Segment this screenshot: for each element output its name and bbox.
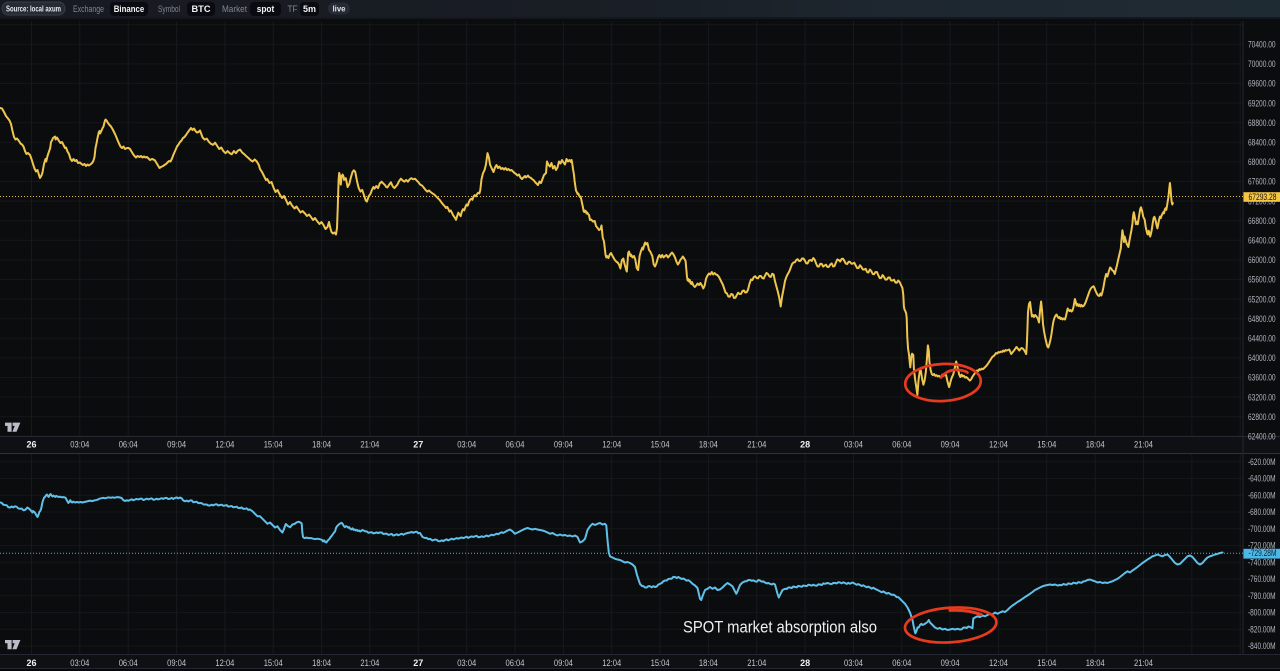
svg-text:15:04: 15:04: [651, 658, 670, 668]
svg-text:15:04: 15:04: [651, 439, 670, 449]
svg-text:63200.00: 63200.00: [1248, 392, 1276, 402]
svg-text:27: 27: [413, 439, 423, 449]
svg-text:12:04: 12:04: [989, 439, 1008, 449]
svg-text:70400.00: 70400.00: [1248, 40, 1276, 50]
svg-text:12:04: 12:04: [215, 658, 234, 668]
svg-text:21:04: 21:04: [360, 658, 379, 668]
svg-text:09:04: 09:04: [167, 439, 186, 449]
svg-text:18:04: 18:04: [699, 658, 718, 668]
svg-text:03:04: 03:04: [70, 658, 89, 668]
svg-text:06:04: 06:04: [119, 658, 138, 668]
svg-text:live: live: [333, 4, 347, 13]
svg-text:-820.00M: -820.00M: [1248, 625, 1276, 635]
svg-text:66400.00: 66400.00: [1248, 236, 1276, 246]
svg-text:68000.00: 68000.00: [1248, 157, 1276, 167]
svg-text:15:04: 15:04: [264, 439, 283, 449]
svg-text:09:04: 09:04: [941, 439, 960, 449]
svg-text:03:04: 03:04: [457, 658, 476, 668]
svg-text:70000.00: 70000.00: [1248, 59, 1276, 69]
svg-text:15:04: 15:04: [1037, 439, 1056, 449]
svg-text:21:04: 21:04: [747, 439, 766, 449]
svg-text:26: 26: [26, 658, 36, 668]
svg-text:28: 28: [800, 439, 810, 449]
svg-text:65600.00: 65600.00: [1248, 275, 1276, 285]
svg-text:Exchange: Exchange: [73, 4, 104, 14]
svg-text:Market: Market: [222, 4, 247, 14]
svg-text:68800.00: 68800.00: [1248, 118, 1276, 128]
svg-text:69200.00: 69200.00: [1248, 98, 1276, 108]
svg-text:12:04: 12:04: [602, 439, 621, 449]
svg-text:-620.00M: -620.00M: [1248, 457, 1276, 467]
svg-text:-729.28M: -729.28M: [1249, 548, 1277, 558]
svg-text:5m: 5m: [303, 4, 316, 15]
svg-text:06:04: 06:04: [892, 658, 911, 668]
svg-text:-700.00M: -700.00M: [1248, 524, 1276, 534]
svg-text:06:04: 06:04: [892, 439, 911, 449]
svg-text:18:04: 18:04: [1086, 658, 1105, 668]
svg-text:-800.00M: -800.00M: [1248, 608, 1276, 618]
svg-text:12:04: 12:04: [215, 439, 234, 449]
svg-text:69600.00: 69600.00: [1248, 79, 1276, 89]
svg-text:27: 27: [413, 658, 423, 668]
svg-text:09:04: 09:04: [554, 439, 573, 449]
svg-text:06:04: 06:04: [506, 439, 525, 449]
svg-text:-780.00M: -780.00M: [1248, 591, 1276, 601]
svg-text:-720.00M: -720.00M: [1248, 541, 1276, 551]
svg-text:21:04: 21:04: [1134, 439, 1153, 449]
svg-text:03:04: 03:04: [844, 658, 863, 668]
svg-text:18:04: 18:04: [312, 658, 331, 668]
svg-text:SPOT market absorption also: SPOT market absorption also: [683, 618, 877, 637]
svg-text:03:04: 03:04: [457, 439, 476, 449]
svg-text:09:04: 09:04: [167, 658, 186, 668]
svg-text:68400.00: 68400.00: [1248, 138, 1276, 148]
svg-text:-840.00M: -840.00M: [1248, 641, 1276, 651]
svg-text:03:04: 03:04: [70, 439, 89, 449]
svg-text:18:04: 18:04: [1086, 439, 1105, 449]
svg-text:09:04: 09:04: [941, 658, 960, 668]
svg-text:26: 26: [26, 439, 36, 449]
svg-text:66800.00: 66800.00: [1248, 216, 1276, 226]
svg-text:21:04: 21:04: [1134, 658, 1153, 668]
svg-text:18:04: 18:04: [312, 439, 331, 449]
svg-text:66000.00: 66000.00: [1248, 255, 1276, 265]
svg-text:BTC: BTC: [192, 4, 211, 15]
svg-text:-760.00M: -760.00M: [1248, 574, 1276, 584]
svg-text:06:04: 06:04: [506, 658, 525, 668]
svg-text:-640.00M: -640.00M: [1248, 474, 1276, 484]
svg-text:15:04: 15:04: [264, 658, 283, 668]
svg-text:12:04: 12:04: [989, 658, 1008, 668]
svg-text:67600.00: 67600.00: [1248, 177, 1276, 187]
svg-text:Source: local axum: Source: local axum: [6, 4, 61, 13]
svg-text:-680.00M: -680.00M: [1248, 507, 1276, 517]
svg-text:03:04: 03:04: [844, 439, 863, 449]
svg-text:-740.00M: -740.00M: [1248, 558, 1276, 568]
svg-text:09:04: 09:04: [554, 658, 573, 668]
svg-text:64400.00: 64400.00: [1248, 334, 1276, 344]
svg-text:Binance: Binance: [114, 4, 145, 15]
svg-text:63600.00: 63600.00: [1248, 373, 1276, 383]
svg-text:06:04: 06:04: [119, 439, 138, 449]
svg-text:21:04: 21:04: [360, 439, 379, 449]
svg-text:18:04: 18:04: [699, 439, 718, 449]
svg-text:21:04: 21:04: [747, 658, 766, 668]
svg-text:15:04: 15:04: [1037, 658, 1056, 668]
svg-text:67293.28: 67293.28: [1249, 192, 1277, 202]
svg-text:TF: TF: [288, 4, 298, 14]
svg-text:Symbol: Symbol: [158, 4, 180, 14]
svg-text:62800.00: 62800.00: [1248, 412, 1276, 422]
svg-text:62400.00: 62400.00: [1248, 432, 1276, 442]
svg-text:64000.00: 64000.00: [1248, 353, 1276, 363]
svg-text:28: 28: [800, 658, 810, 668]
svg-text:64800.00: 64800.00: [1248, 314, 1276, 324]
svg-text:-660.00M: -660.00M: [1248, 491, 1276, 501]
svg-text:spot: spot: [257, 4, 275, 15]
svg-text:65200.00: 65200.00: [1248, 294, 1276, 304]
svg-text:12:04: 12:04: [602, 658, 621, 668]
